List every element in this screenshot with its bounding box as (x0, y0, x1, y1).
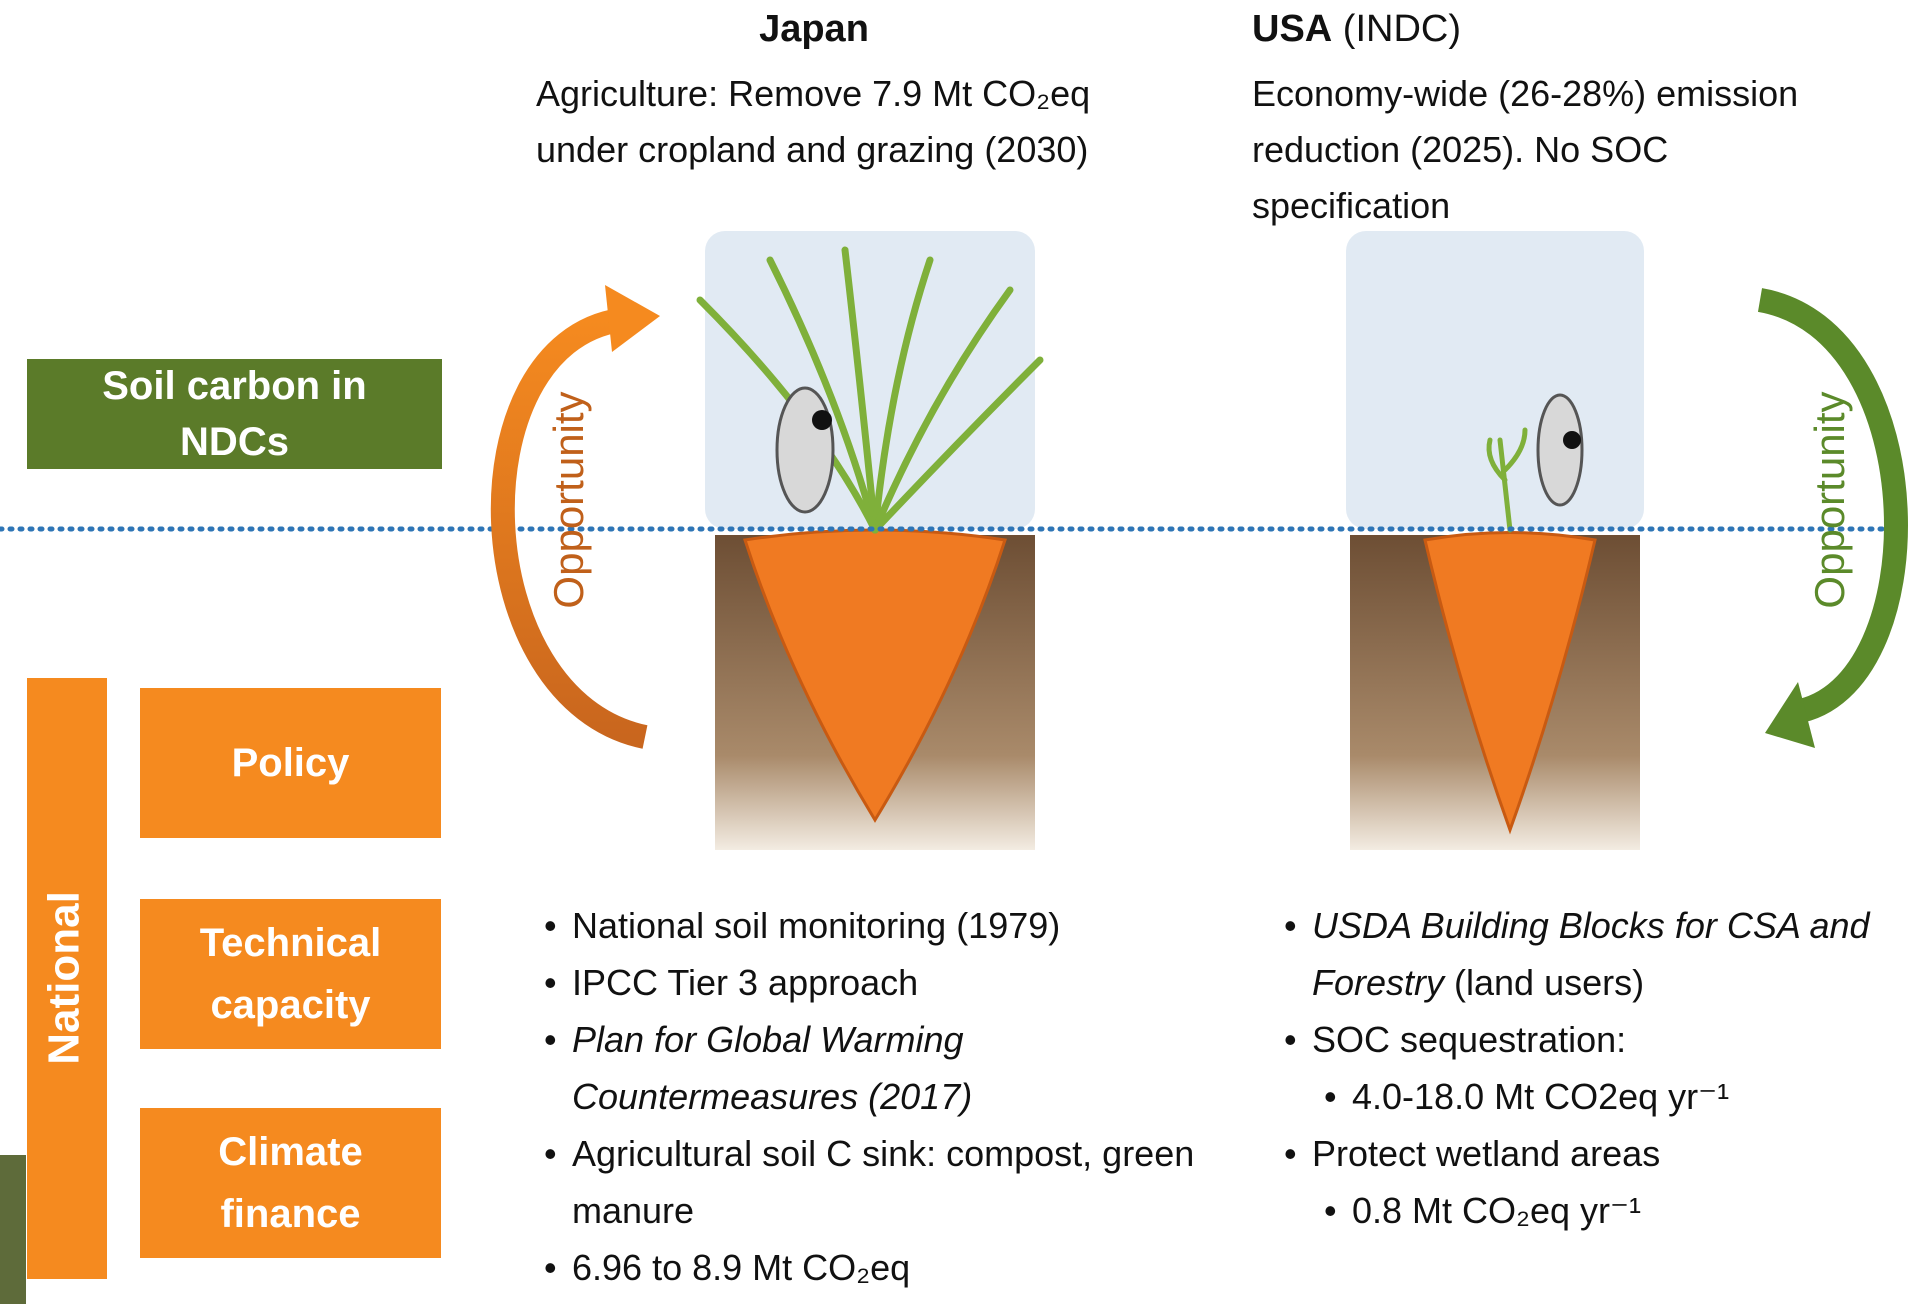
bullet-text: 6.96 to 8.9 Mt CO₂eq (572, 1247, 910, 1288)
bullet-text: Protect wetland areas (1312, 1133, 1660, 1174)
ndc-box: Soil carbon in NDCs (27, 359, 442, 469)
bullet: USDA Building Blocks for CSA and Forestr… (1312, 897, 1902, 1011)
photo-fragment (0, 1155, 26, 1304)
japan-title: Japan (536, 8, 1092, 51)
bullet: Protect wetland areas (1312, 1125, 1902, 1182)
finance-box: Climate finance (140, 1108, 441, 1258)
japan-bullets: National soil monitoring (1979) IPCC Tier… (572, 897, 1232, 1296)
arrow-label: Opportunity (1806, 391, 1853, 608)
national-label: National (40, 891, 89, 1065)
usa-title-line: USA (INDC) (1252, 8, 1461, 51)
bullet: 0.8 Mt CO₂eq yr⁻¹ (1352, 1182, 1902, 1239)
bullet: SOC sequestration: (1312, 1011, 1902, 1068)
policy-box: Policy (140, 688, 441, 838)
bullet: Agricultural soil C sink: compost, green… (572, 1125, 1232, 1239)
box-label: Climate finance (191, 1121, 391, 1245)
ndc-label: Soil carbon in NDCs (70, 358, 400, 470)
bullet-text: IPCC Tier 3 approach (572, 962, 918, 1003)
usa-title: USA (1252, 8, 1332, 50)
arrow-label: Opportunity (545, 391, 592, 608)
bullet-text: SOC sequestration: (1312, 1019, 1626, 1060)
bullet: 4.0-18.0 Mt CO2eq yr⁻¹ (1352, 1068, 1902, 1125)
bullet-text: Plan for Global Warming Countermeasures … (572, 1019, 974, 1117)
japan-summary: Agriculture: Remove 7.9 Mt CO₂eq under c… (536, 66, 1096, 178)
bullet-text: 4.0-18.0 Mt CO2eq yr⁻¹ (1352, 1076, 1729, 1117)
bullet: 6.96 to 8.9 Mt CO₂eq (572, 1239, 1232, 1296)
bullet-text: Agricultural soil C sink: compost, green… (572, 1133, 1204, 1231)
bullet-text: National soil monitoring (1979) (572, 905, 1060, 946)
bullet: IPCC Tier 3 approach (572, 954, 1232, 1011)
usa-title-note: (INDC) (1343, 8, 1461, 50)
japan-carrot-illustration (700, 231, 1040, 850)
box-label: Technical capacity (171, 912, 411, 1036)
bullet: Plan for Global Warming Countermeasures … (572, 1011, 1232, 1125)
bullet-text: 0.8 Mt CO₂eq yr⁻¹ (1352, 1190, 1641, 1231)
usa-summary: Economy-wide (26-28%) emission reduction… (1252, 66, 1812, 234)
box-label: Policy (232, 732, 350, 794)
technical-box: Technical capacity (140, 899, 441, 1049)
bullet-text: (land users) (1444, 962, 1644, 1003)
usa-carrot-illustration (1346, 231, 1644, 850)
bullet: National soil monitoring (1979) (572, 897, 1232, 954)
usa-bullets: USDA Building Blocks for CSA and Forestr… (1312, 897, 1902, 1239)
slide: Opportunity Opportunity National Soil ca… (0, 0, 1910, 1304)
